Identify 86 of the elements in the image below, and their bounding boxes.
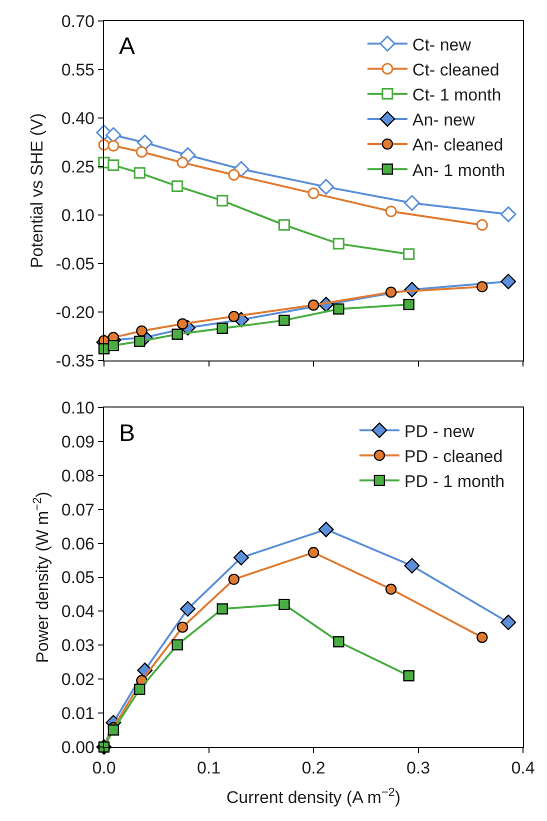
legend-label: An- 1 month [412,160,506,180]
point [385,206,397,218]
point [308,546,320,558]
point [318,522,334,538]
x-tick-label: 0.4 [511,758,535,778]
y-tick-label: -0.05 [56,254,94,274]
legend-label: Ct- cleaned [412,60,500,80]
point [216,322,228,334]
point [136,146,148,158]
point [172,639,183,650]
point [333,303,344,315]
point [134,336,146,347]
y-tick-label: 0.01 [61,704,94,724]
y-tick-label: 0.55 [61,60,94,80]
y-tick-label: 0.40 [61,108,94,128]
point [216,194,228,207]
legend-label: PD - 1 month [404,472,505,492]
x-tick-label: 0.3 [406,758,430,778]
legend-label: An- cleaned [412,136,504,155]
point [228,574,240,585]
point [108,140,120,152]
x-tick-label: 0.2 [302,758,326,778]
point [228,310,240,322]
point [233,550,249,566]
point [308,300,320,311]
point [403,248,415,260]
point [403,298,414,310]
point [500,274,516,290]
y-tick-label: 0.70 [61,12,94,31]
point [278,219,290,231]
legend-label: PD - new [404,422,476,441]
point [216,603,228,614]
point [108,159,120,171]
point [176,156,188,168]
point [278,598,290,610]
point [333,636,344,648]
point [136,134,153,150]
y-tick-label: 0.00 [61,738,94,757]
point [476,219,488,231]
y-tick-label: 0.10 [61,206,94,225]
y-tick-label: -0.35 [56,351,94,370]
point [385,286,397,298]
y-tick-label: 0.04 [61,602,94,622]
point [403,670,414,682]
point [108,340,120,352]
x-axis-title: Current density (A m$^{−2}$) [226,784,401,807]
point [318,178,334,195]
point [308,187,320,200]
point [172,180,184,192]
point [228,169,240,181]
point [176,622,188,633]
point [404,558,420,574]
point [385,584,397,595]
point [476,281,488,292]
legend-label: An- new [412,110,476,130]
x-tick-label: 0.1 [196,758,221,778]
point [332,238,344,250]
y-tick-label: 0.07 [61,500,94,520]
point [278,314,290,326]
annotation: B [119,420,136,447]
y-tick-label: 0.09 [61,432,94,452]
point [172,328,183,340]
legend-label: Ct- 1 month [412,85,502,104]
y-tick-label: 0.06 [61,534,94,554]
y-tick-label: 0.25 [61,157,94,176]
point [500,206,516,222]
y-tick-label: 0.10 [61,398,94,418]
y-tick-label: -0.20 [56,302,94,322]
y-tick-label: 0.02 [61,670,94,690]
point [500,614,516,630]
y-axis-title: Potential vs SHE (V) [27,113,46,268]
legend-label: PD - cleaned [404,446,503,466]
point [134,167,146,179]
x-tick-label: 0.0 [92,758,116,778]
annotation: A [119,33,136,60]
point [134,684,146,695]
point [176,318,188,330]
point [180,601,196,617]
point [136,325,148,337]
y-tick-label: 0.05 [61,568,94,588]
point [404,195,420,211]
y-tick-label: 0.08 [61,466,94,486]
point [476,632,488,643]
point [108,724,120,736]
legend-label: Ct- new [412,35,472,54]
y-tick-label: 0.03 [61,636,94,656]
